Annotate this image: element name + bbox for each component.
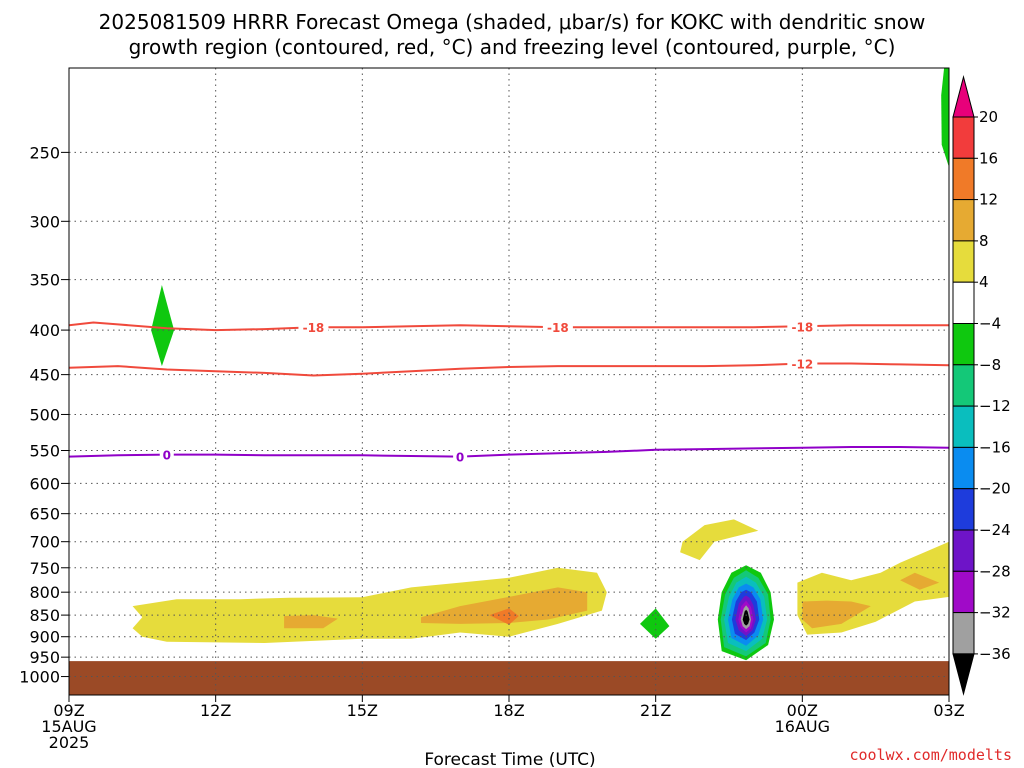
omega-region-9 xyxy=(640,608,670,639)
credit-text: coolwx.com/modelts xyxy=(849,746,1012,764)
x-tick-label-0-1: 15AUG xyxy=(41,717,96,736)
colorbar-box-2 xyxy=(952,157,975,201)
x-tick-label-0-0: 09Z xyxy=(53,701,84,720)
colorbar-label-0: 20 xyxy=(979,108,998,126)
y-tick-label-600: 600 xyxy=(29,474,60,493)
omega-region-10 xyxy=(941,68,949,168)
y-tick-label-300: 300 xyxy=(29,212,60,231)
contour-label-2-1: 0 xyxy=(456,451,464,465)
x-axis-label: Forecast Time (UTC) xyxy=(424,750,595,768)
x-tick-label-3-0: 12Z xyxy=(200,701,231,720)
colorbar-box-13 xyxy=(952,612,975,655)
omega-region-4 xyxy=(680,519,759,561)
y-axis-ticks: 250 300 350 400 450 500 550 600 650 700 750 800 850 9… xyxy=(19,143,69,687)
y-tick-label-700: 700 xyxy=(29,533,60,552)
colorbar-label-3: 8 xyxy=(979,232,989,250)
omega-region-7 xyxy=(900,572,940,590)
colorbar-label-8: −16 xyxy=(979,438,1011,456)
colorbar-label-9: −20 xyxy=(979,480,1011,498)
x-tick-label-12-0: 21Z xyxy=(640,701,671,720)
y-tick-label-900: 900 xyxy=(29,628,60,647)
y-tick-label-750: 750 xyxy=(29,559,60,578)
colorbar-top-arrow xyxy=(952,75,975,118)
contour-label-bg-0-1 xyxy=(542,320,573,335)
contour-label-0-1: -18 xyxy=(547,321,569,335)
colorbar-box-9 xyxy=(952,446,975,490)
y-tick-label-250: 250 xyxy=(29,143,60,162)
ground-fill xyxy=(69,661,949,695)
contour-label-bg-0-2 xyxy=(787,319,818,334)
colorbar-box-1 xyxy=(952,116,975,159)
y-tick-label-550: 550 xyxy=(29,442,60,461)
omega-region-3 xyxy=(489,608,519,625)
colorbar-label-1: 16 xyxy=(979,149,998,167)
colorbar-label-10: −24 xyxy=(979,521,1011,539)
contour-label-bg-1-0 xyxy=(787,356,818,371)
colorbar-label-11: −28 xyxy=(979,562,1011,580)
colorbar-box-10 xyxy=(952,488,975,531)
y-tick-label-650: 650 xyxy=(29,505,60,524)
colorbar-box-4 xyxy=(952,240,975,283)
omega-region-1 xyxy=(284,615,338,629)
y-tick-label-400: 400 xyxy=(29,321,60,340)
colorbar-box-5 xyxy=(952,281,975,325)
contour-frz-2 xyxy=(69,446,949,458)
x-tick-label-15-0: 00Z xyxy=(787,701,818,720)
contour-label-2-0: 0 xyxy=(163,449,171,463)
y-tick-label-350: 350 xyxy=(29,271,60,290)
colorbar-bottom-arrow xyxy=(952,653,975,696)
colorbar-label-5: −4 xyxy=(979,315,1001,333)
y-tick-label-500: 500 xyxy=(29,405,60,424)
contour-label-bg-2-1 xyxy=(453,449,468,464)
contour-labels: -18 -18 -18 -12 0 0 xyxy=(159,319,818,465)
contour-label-1-0: -12 xyxy=(791,358,813,372)
x-tick-label-9-0: 18Z xyxy=(493,701,524,720)
colorbar-label-7: −12 xyxy=(979,397,1011,415)
contour-lines xyxy=(69,321,949,458)
y-tick-label-450: 450 xyxy=(29,366,60,385)
colorbar-box-8 xyxy=(952,405,975,448)
y-tick-label-850: 850 xyxy=(29,606,60,625)
colorbar: 20 16 12 8 4 −4 −8 −12 −16 −20 −24 −28 −32 −36 xyxy=(952,75,1011,696)
x-tick-label-0-2: 2025 xyxy=(49,733,90,752)
y-tick-label-800: 800 xyxy=(29,583,60,602)
chart-title-line2: growth region (contoured, red, °C) and f… xyxy=(129,35,896,59)
colorbar-label-6: −8 xyxy=(979,356,1001,374)
contour-label-0-0: -18 xyxy=(303,321,325,335)
y-tick-label-950: 950 xyxy=(29,648,60,667)
colorbar-label-12: −32 xyxy=(979,604,1011,622)
x-tick-label-18-0: 03Z xyxy=(933,701,964,720)
colorbar-box-11 xyxy=(952,529,975,572)
omega-region-19 xyxy=(742,609,750,626)
omega-region-0 xyxy=(132,567,607,643)
colorbar-box-7 xyxy=(952,364,975,407)
omega-shading xyxy=(132,68,949,661)
y-tick-label-1000: 1000 xyxy=(19,668,60,687)
colorbar-box-3 xyxy=(952,199,975,242)
grid-lines xyxy=(69,68,949,695)
contour-label-0-2: -18 xyxy=(791,320,813,334)
omega-region-8 xyxy=(151,285,175,367)
omega-region-2 xyxy=(421,587,588,624)
x-tick-label-15-1: 16AUG xyxy=(775,717,830,736)
colorbar-label-4: 4 xyxy=(979,273,989,291)
omega-region-6 xyxy=(802,600,871,629)
chart-title-line1: 2025081509 HRRR Forecast Omega (shaded, … xyxy=(99,10,926,34)
colorbar-label-2: 12 xyxy=(979,191,998,209)
x-tick-label-6-0: 15Z xyxy=(347,701,378,720)
contour-label-bg-0-0 xyxy=(298,320,329,335)
contour-label-bg-2-0 xyxy=(159,447,174,462)
colorbar-label-13: −36 xyxy=(979,645,1011,663)
colorbar-box-12 xyxy=(952,570,975,614)
colorbar-box-6 xyxy=(952,323,975,366)
